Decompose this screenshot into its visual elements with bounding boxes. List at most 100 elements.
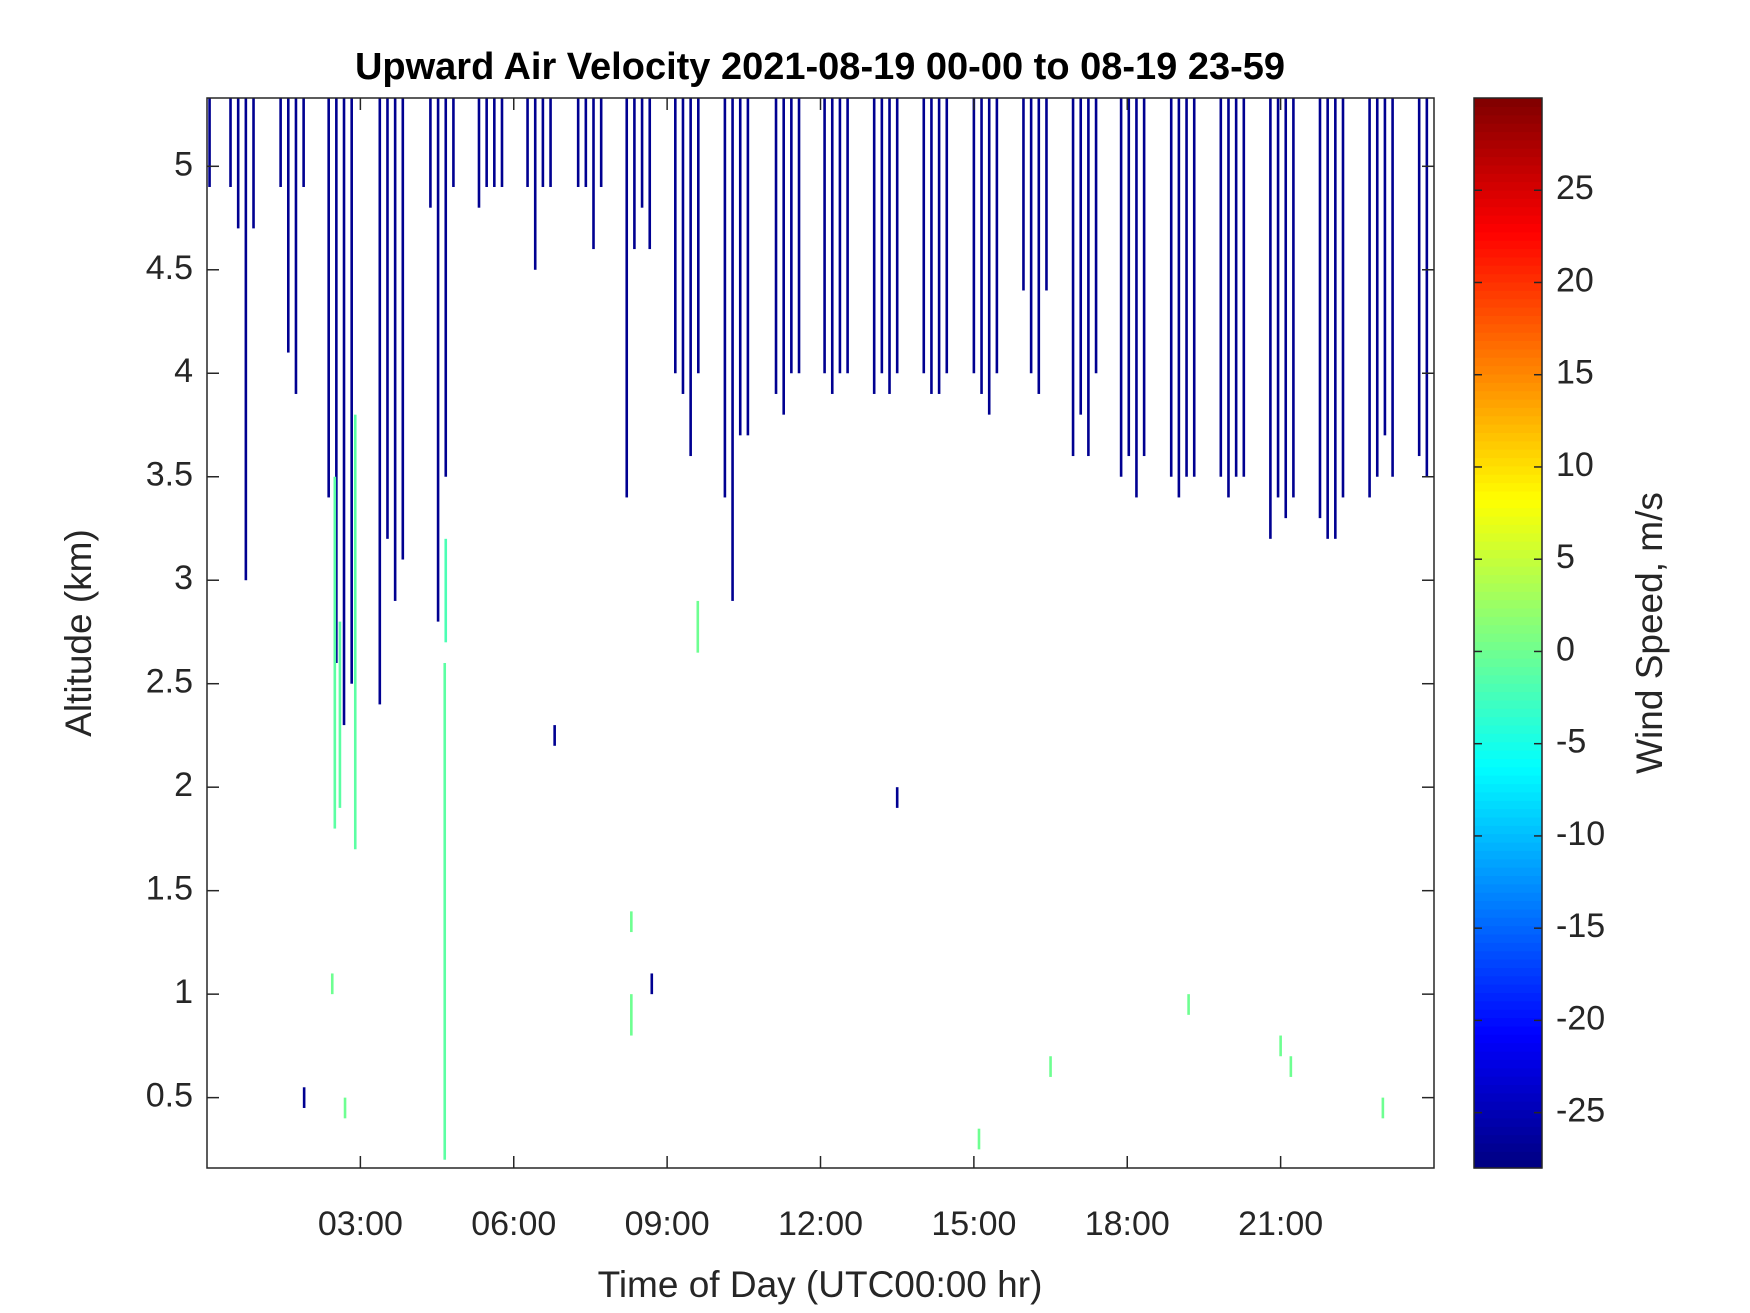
heatmap-cell xyxy=(1045,98,1048,291)
colorbar-swatch xyxy=(1474,449,1542,459)
colorbar-swatch xyxy=(1474,123,1542,133)
colorbar-swatch xyxy=(1474,398,1542,408)
heatmap-cell xyxy=(1391,98,1394,477)
colorbar-swatch xyxy=(1474,649,1542,659)
heatmap-cell xyxy=(1142,98,1146,457)
colorbar-swatch xyxy=(1474,875,1542,885)
colorbar-swatch xyxy=(1474,766,1542,776)
colorbar-swatch xyxy=(1474,841,1542,851)
heatmap-cell xyxy=(1326,98,1329,539)
colorbar-swatch xyxy=(1474,106,1542,116)
colorbar-swatch xyxy=(1474,883,1542,893)
colorbar-swatch xyxy=(1474,1076,1542,1086)
heatmap-cell xyxy=(353,414,357,850)
heatmap-cell xyxy=(830,98,834,394)
heatmap-cell xyxy=(625,98,629,498)
heatmap-cell xyxy=(797,98,801,374)
heatmap-cell xyxy=(972,98,976,374)
heatmap-cell xyxy=(1425,98,1429,477)
y-tick-label: 3.5 xyxy=(146,456,193,494)
heatmap-cell xyxy=(1381,1097,1385,1119)
heatmap-cell xyxy=(584,98,588,187)
colorbar-swatch xyxy=(1474,181,1542,191)
heatmap-cell xyxy=(436,98,440,622)
colorbar-swatch xyxy=(1474,800,1542,810)
colorbar-swatch xyxy=(1474,273,1542,283)
colorbar-swatch xyxy=(1474,925,1542,935)
colorbar-tick-label: 10 xyxy=(1556,446,1594,484)
colorbar-swatch xyxy=(1474,256,1542,266)
colorbar-swatch xyxy=(1474,1092,1542,1102)
heatmap-cell xyxy=(236,98,240,229)
heatmap-cell xyxy=(1029,98,1033,374)
heatmap-cell xyxy=(1383,98,1387,436)
colorbar-swatch xyxy=(1474,599,1542,609)
colorbar-swatch xyxy=(1474,1009,1542,1019)
colorbar-swatch xyxy=(1474,733,1542,743)
heatmap-cell xyxy=(444,538,448,643)
colorbar-swatch xyxy=(1474,482,1542,492)
heatmap-cell xyxy=(650,973,654,995)
colorbar-swatch xyxy=(1474,164,1542,174)
colorbar-swatch xyxy=(1474,984,1542,994)
heatmap-cell xyxy=(576,98,580,187)
heatmap-cell xyxy=(697,98,700,374)
colorbar-swatch xyxy=(1474,1126,1542,1136)
colorbar-swatch xyxy=(1474,624,1542,634)
colorbar-swatch xyxy=(1474,1017,1542,1027)
colorbar-swatch xyxy=(1474,666,1542,676)
colorbar-swatch xyxy=(1474,1067,1542,1077)
colorbar-swatch xyxy=(1474,917,1542,927)
heatmap-cell xyxy=(1135,98,1138,498)
y-tick-label: 1.5 xyxy=(146,870,193,908)
heatmap-cell xyxy=(681,98,685,394)
colorbar-swatch xyxy=(1474,323,1542,333)
colorbar-swatch xyxy=(1474,1059,1542,1069)
heatmap-cell xyxy=(630,911,633,933)
heatmap-cell xyxy=(1119,98,1123,477)
colorbar-swatch xyxy=(1474,1117,1542,1127)
colorbar-swatch xyxy=(1474,415,1542,425)
heatmap-cell xyxy=(674,98,677,374)
colorbar-swatch xyxy=(1474,683,1542,693)
heatmap-cell xyxy=(1417,98,1421,457)
colorbar-swatch xyxy=(1474,465,1542,475)
heatmap-cell xyxy=(746,98,750,436)
colorbar-tick-label: 20 xyxy=(1556,261,1594,299)
colorbar-swatch xyxy=(1474,524,1542,534)
heatmap-cell xyxy=(880,98,884,374)
heatmap-cell xyxy=(922,98,926,374)
y-tick-label: 3 xyxy=(174,559,193,597)
colorbar-swatch xyxy=(1474,658,1542,668)
colorbar-swatch xyxy=(1474,892,1542,902)
heatmap-cell xyxy=(286,98,290,353)
heatmap-cell xyxy=(378,98,382,705)
heatmap-cell xyxy=(1334,98,1337,539)
heatmap-cell xyxy=(1094,98,1098,374)
colorbar-swatch xyxy=(1474,306,1542,316)
colorbar-swatch xyxy=(1474,566,1542,576)
heatmap-cell xyxy=(327,98,330,498)
colorbar-tick-label: -5 xyxy=(1556,723,1586,761)
heatmap-cell xyxy=(633,98,636,250)
heatmap-cell xyxy=(244,98,248,581)
x-tick-label: 15:00 xyxy=(931,1205,1016,1243)
heatmap-cell xyxy=(1292,98,1295,498)
heatmap-cell xyxy=(342,98,346,726)
heatmap-cell xyxy=(533,98,537,270)
colorbar-swatch xyxy=(1474,499,1542,509)
heatmap-cell xyxy=(689,98,692,457)
heatmap-cell xyxy=(500,98,504,187)
heatmap-cell xyxy=(987,98,991,415)
heatmap-cell xyxy=(485,98,488,187)
colorbar-swatch xyxy=(1474,432,1542,442)
colorbar-swatch xyxy=(1474,816,1542,826)
colorbar-swatch xyxy=(1474,1134,1542,1144)
heatmap-cell xyxy=(294,98,298,394)
colorbar-swatch xyxy=(1474,1151,1542,1161)
colorbar-swatch xyxy=(1474,699,1542,709)
heatmap-cell xyxy=(1049,1056,1052,1077)
heatmap-cell xyxy=(895,98,899,374)
colorbar-swatch xyxy=(1474,532,1542,542)
